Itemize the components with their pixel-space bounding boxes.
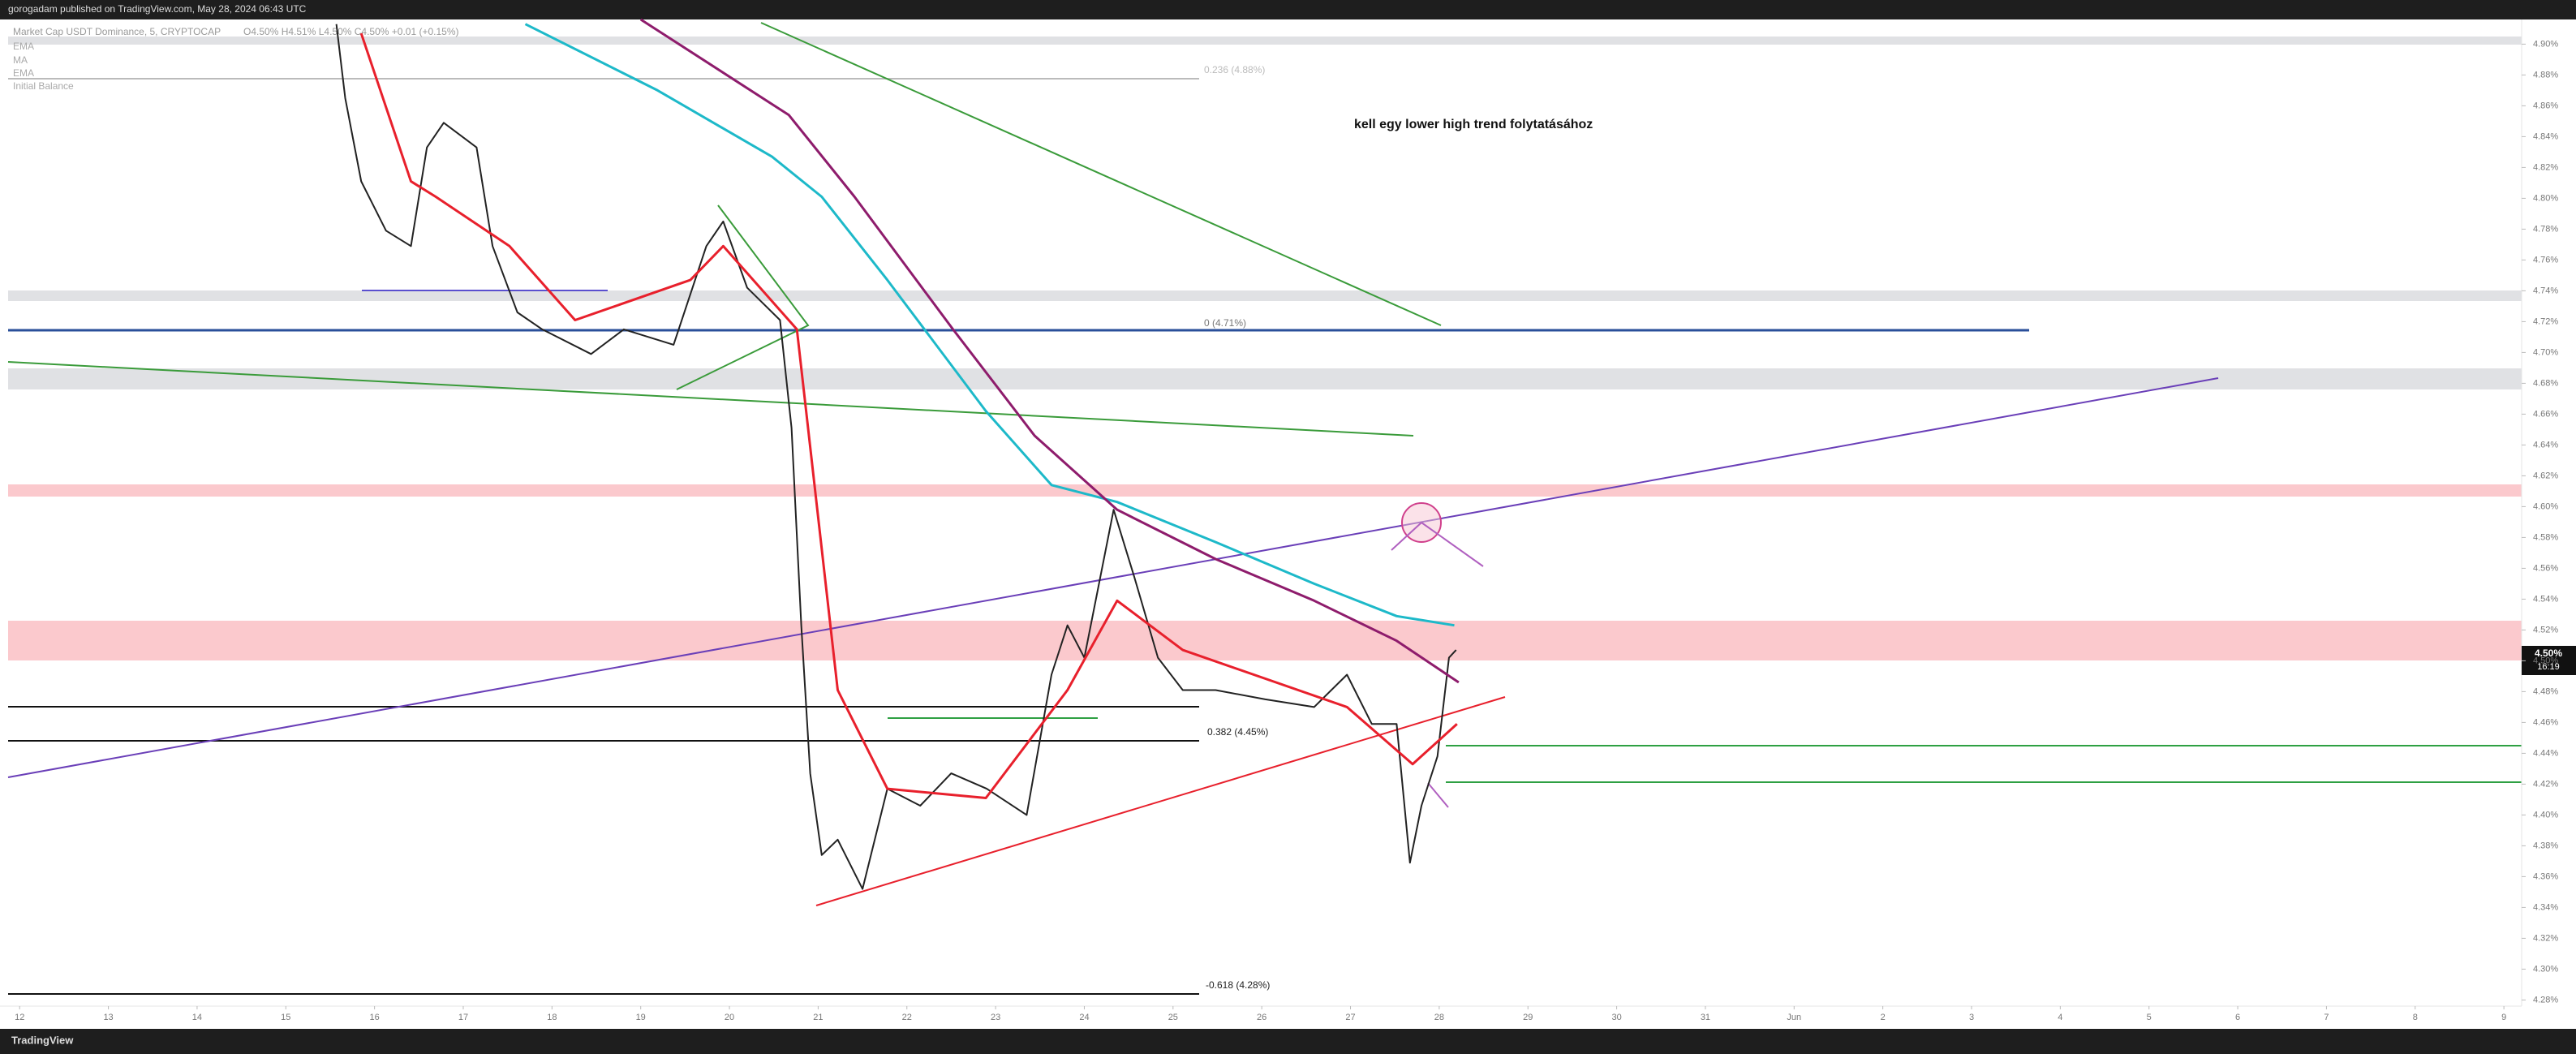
legend-item: EMA	[13, 41, 34, 52]
countdown: 16:19	[2537, 662, 2560, 672]
y-tick-label: 4.88%	[2533, 70, 2558, 80]
y-tick-label: 4.48%	[2533, 686, 2558, 696]
x-tick-label: 2	[1881, 1013, 1886, 1022]
trend-line	[7, 361, 1414, 437]
y-tick-label: 4.78%	[2533, 224, 2558, 234]
indicator-line	[524, 23, 1455, 627]
x-tick-label: 13	[103, 1013, 113, 1022]
y-tick-label: 4.64%	[2533, 440, 2558, 450]
trend-line	[760, 22, 1442, 326]
x-tick-label: 12	[15, 1013, 24, 1022]
indicator-line	[359, 32, 1458, 799]
price-label: 4.50%	[2535, 647, 2562, 659]
arrow	[1421, 522, 1484, 567]
y-tick-label: 4.34%	[2533, 902, 2558, 912]
x-tick-label: 31	[1701, 1013, 1710, 1022]
y-tick-label: 4.86%	[2533, 101, 2558, 110]
y-tick-label: 4.42%	[2533, 779, 2558, 789]
arrow	[1391, 522, 1422, 551]
annotation: kell egy lower high trend folytatásához	[1354, 118, 1593, 131]
zone	[8, 621, 2522, 660]
x-tick-label: 23	[991, 1013, 1000, 1022]
y-tick-label: 4.66%	[2533, 409, 2558, 419]
zone	[8, 368, 2522, 389]
fib-label: -0.618 (4.28%)	[1206, 979, 1270, 991]
y-tick-label: 4.56%	[2533, 563, 2558, 573]
x-tick-label: 14	[192, 1013, 202, 1022]
x-tick-label: 15	[281, 1013, 290, 1022]
legend-title: Market Cap USDT Dominance, 5, CRYPTOCAP	[13, 26, 221, 37]
y-tick-label: 4.50%	[2533, 656, 2558, 665]
y-tick-label: 4.76%	[2533, 255, 2558, 265]
y-tick-label: 4.68%	[2533, 378, 2558, 388]
x-tick-label: 5	[2147, 1013, 2152, 1022]
x-tick-label: 17	[458, 1013, 468, 1022]
y-tick-label: 4.80%	[2533, 193, 2558, 203]
x-tick-label: 19	[636, 1013, 646, 1022]
y-tick-label: 4.90%	[2533, 39, 2558, 49]
y-tick-label: 4.44%	[2533, 748, 2558, 758]
drawings	[7, 22, 2522, 995]
y-tick-label: 4.52%	[2533, 625, 2558, 635]
y-tick-label: 4.46%	[2533, 717, 2558, 727]
legend-item: MA	[13, 54, 28, 66]
indicator-line	[639, 18, 1460, 684]
header-bar	[0, 0, 2576, 19]
x-tick-label: 28	[1434, 1013, 1444, 1022]
y-tick-label: 4.30%	[2533, 964, 2558, 974]
x-tick-label: 22	[902, 1013, 912, 1022]
legend-item: Initial Balance	[13, 80, 74, 92]
price-line	[335, 24, 1457, 890]
y-tick-label: 4.70%	[2533, 347, 2558, 357]
x-tick-label: 16	[370, 1013, 380, 1022]
arrow	[1427, 782, 1449, 808]
y-tick-label: 4.38%	[2533, 841, 2558, 850]
x-tick-label: 26	[1257, 1013, 1266, 1022]
x-tick-label: 24	[1079, 1013, 1089, 1022]
y-tick-label: 4.54%	[2533, 594, 2558, 604]
y-axis-area	[2522, 19, 2576, 1006]
x-tick-label: 18	[547, 1013, 557, 1022]
price-label-box	[2522, 646, 2576, 675]
footer-bar	[0, 1029, 2576, 1054]
x-tick-label: 7	[2324, 1013, 2329, 1022]
y-tick-label: 4.32%	[2533, 933, 2558, 943]
triangle	[676, 204, 810, 390]
fib-label: 0.382 (4.45%)	[1207, 726, 1268, 738]
x-tick-label: 3	[1969, 1013, 1974, 1022]
y-tick-label: 4.84%	[2533, 131, 2558, 141]
x-tick-label: 4	[2058, 1013, 2062, 1022]
x-tick-label: 25	[1168, 1013, 1178, 1022]
y-tick-label: 4.36%	[2533, 871, 2558, 881]
legend-item: EMA	[13, 67, 34, 79]
y-tick-label: 4.58%	[2533, 532, 2558, 542]
y-tick-label: 4.74%	[2533, 286, 2558, 295]
y-tick-label: 4.28%	[2533, 995, 2558, 1005]
legend-ohlc: O4.50% H4.51% L4.50% C4.50% +0.01 (+0.15…	[243, 26, 459, 37]
zone	[8, 37, 2522, 45]
x-tick-label: 6	[2235, 1013, 2240, 1022]
header-text: gorogadam published on TradingView.com, …	[8, 3, 307, 15]
x-tick-label: 21	[813, 1013, 823, 1022]
y-tick-label: 4.60%	[2533, 501, 2558, 511]
trend-line	[7, 377, 2219, 778]
zone	[8, 484, 2522, 497]
footer-text: TradingView	[11, 1034, 74, 1046]
y-tick-label: 4.82%	[2533, 162, 2558, 172]
x-tick-label: 9	[2501, 1013, 2506, 1022]
trend-line	[815, 696, 1506, 906]
x-tick-label: 8	[2413, 1013, 2418, 1022]
x-tick-label: 29	[1523, 1013, 1533, 1022]
y-tick-label: 4.40%	[2533, 810, 2558, 820]
x-tick-label: 20	[725, 1013, 734, 1022]
x-tick-label: 27	[1345, 1013, 1355, 1022]
y-tick-label: 4.62%	[2533, 471, 2558, 480]
x-tick-label: 30	[1611, 1013, 1621, 1022]
x-tick-label: Jun	[1787, 1013, 1801, 1022]
fib-label: 0 (4.71%)	[1204, 317, 1246, 329]
fib-label: 0.236 (4.88%)	[1204, 64, 1265, 75]
y-tick-label: 4.72%	[2533, 316, 2558, 326]
zone	[8, 290, 2522, 301]
